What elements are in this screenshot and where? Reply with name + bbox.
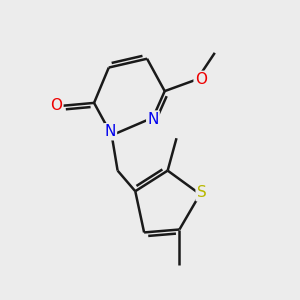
Text: N: N xyxy=(105,124,116,139)
Text: O: O xyxy=(195,72,207,87)
Text: S: S xyxy=(197,185,206,200)
Text: O: O xyxy=(50,98,62,113)
Text: N: N xyxy=(147,112,159,127)
